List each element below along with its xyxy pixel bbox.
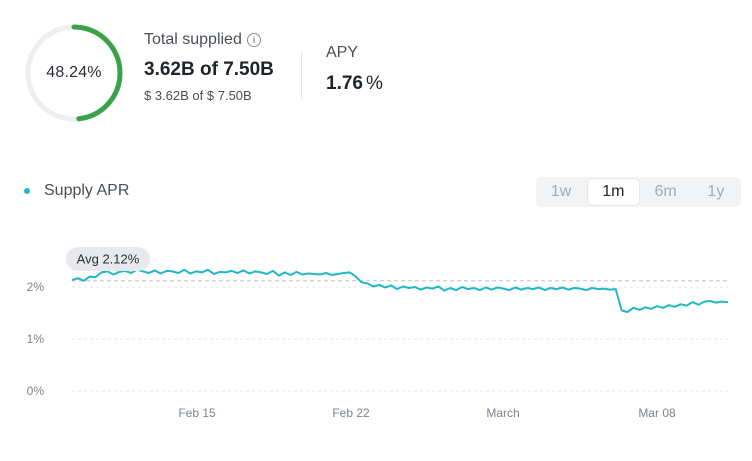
info-icon[interactable]: i [246, 33, 261, 47]
apy-unit: % [365, 73, 383, 94]
utilization-ring: 48.24% [24, 23, 124, 123]
range-1w-button[interactable]: 1w [550, 183, 572, 200]
apy-title: APY [326, 44, 359, 61]
x-tick-label: Feb 22 [332, 406, 370, 420]
average-badge [66, 247, 150, 271]
x-tick-label: Feb 15 [178, 406, 216, 420]
y-tick-label: 0% [27, 384, 45, 398]
stats-divider [301, 52, 302, 98]
range-6m-button[interactable]: 6m [654, 183, 677, 200]
x-tick-label: March [486, 406, 519, 420]
x-tick-label: Mar 08 [638, 406, 676, 420]
apy-value: 1.76 [326, 73, 363, 94]
total-supplied-amount: 3.62B of 7.50B [144, 59, 274, 80]
supply-apr-chart-svg: 0% 1% 2% Avg 2.12% Feb 15 Feb 22 March Mar 08 [27, 247, 729, 420]
utilization-ring-graphic [25, 24, 123, 122]
average-badge-label: Avg 2.12% [77, 252, 140, 267]
range-1y-button[interactable]: 1y [707, 183, 725, 200]
supply-apr-chart: 0% 1% 2% Avg 2.12% Feb 15 Feb 22 March Mar 08 [0, 230, 752, 435]
apy-value-row: 1.76% [326, 73, 383, 95]
range-1m-button[interactable]: 1m [588, 179, 639, 205]
y-tick-label: 1% [27, 332, 45, 346]
apy-block: APY 1.76% [326, 44, 383, 95]
total-supplied-title-row: Total supplied i [144, 31, 274, 49]
chart-legend: Supply APR [24, 182, 129, 200]
legend-label: Supply APR [44, 182, 130, 199]
series-line-supply-apr [71, 268, 729, 313]
ring-fill [25, 24, 123, 122]
legend-dot-icon [24, 188, 30, 194]
utilization-percent: 48.24% [46, 64, 102, 81]
y-tick-label: 2% [27, 280, 45, 294]
total-supplied-block: Total supplied i 3.62B of 7.50B $ 3.62B … [144, 31, 274, 103]
time-range-selector: 1w 1m 6m 1y [536, 177, 741, 207]
total-supplied-title: Total supplied [144, 31, 242, 48]
total-supplied-usd: $ 3.62B of $ 7.50B [144, 88, 252, 103]
